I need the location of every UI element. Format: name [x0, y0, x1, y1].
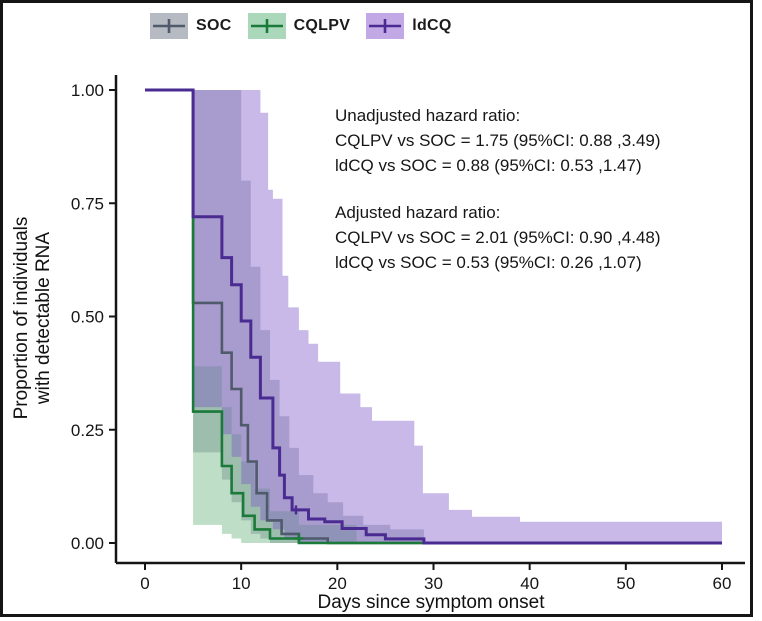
hazard-ratio-annotation: Unadjusted hazard ratio: CQLPV vs SOC = …: [335, 103, 661, 275]
y-tick-label: 0.50: [71, 308, 104, 327]
x-tick-label: 10: [232, 574, 251, 593]
cqlpv-ci-band: [193, 366, 357, 543]
legend-item-cqlpv: CQLPV: [247, 13, 351, 39]
legend-label-ldcq: ldCQ: [412, 17, 452, 34]
y-axis-title-line2: with detectable RNA: [33, 231, 54, 405]
cqlpv-legend-key-icon: [247, 13, 286, 39]
x-tick-label: 20: [328, 574, 347, 593]
ldcq-curve: [145, 88, 722, 545]
y-axis-title-line1: Proportion of individuals: [11, 216, 32, 420]
x-axis-title: Days since symptom onset: [317, 592, 545, 613]
legend-item-ldcq: ldCQ: [366, 13, 451, 39]
y-axis-title: Proportion of individuals with detectabl…: [11, 217, 55, 420]
unadjusted-hr-cqlpv: CQLPV vs SOC = 1.75 (95%CI: 0.88 ,3.49): [335, 131, 661, 150]
legend-label-soc: SOC: [196, 17, 232, 34]
legend-item-soc: SOC: [150, 13, 232, 39]
cqlpv-curve: [145, 88, 722, 545]
x-tick-label: 50: [616, 574, 635, 593]
adjusted-hr-title: Adjusted hazard ratio:: [335, 203, 501, 222]
legend-label-cqlpv: CQLPV: [293, 17, 351, 34]
adjusted-hr-cqlpv: CQLPV vs SOC = 2.01 (95%CI: 0.90 ,4.48): [335, 228, 661, 247]
y-tick-label: 0.25: [71, 421, 104, 440]
unadjusted-hr-ldcq: ldCQ vs SOC = 0.88 (95%CI: 0.53 ,1.47): [335, 156, 642, 175]
legend: SOC CQLPV ldCQ: [150, 13, 452, 39]
y-tick-label: 0.75: [71, 194, 104, 213]
x-tick-label: 0: [140, 574, 149, 593]
x-tick-label: 30: [424, 574, 443, 593]
y-tick-label: 1.00: [71, 81, 104, 100]
ldcq-legend-key-icon: [366, 13, 405, 39]
y-tick-label: 0.00: [71, 534, 104, 553]
unadjusted-hr-block: Unadjusted hazard ratio: CQLPV vs SOC = …: [335, 103, 661, 178]
x-tick-label: 60: [713, 574, 732, 593]
unadjusted-hr-title: Unadjusted hazard ratio:: [335, 106, 521, 125]
x-tick-label: 40: [520, 574, 539, 593]
ldcq-ci-band: [193, 90, 723, 543]
adjusted-hr-block: Adjusted hazard ratio: CQLPV vs SOC = 2.…: [335, 200, 661, 275]
soc-ci-band: [193, 90, 424, 543]
adjusted-hr-ldcq: ldCQ vs SOC = 0.53 (95%CI: 0.26 ,1.07): [335, 253, 642, 272]
soc-legend-key-icon: [150, 13, 188, 39]
